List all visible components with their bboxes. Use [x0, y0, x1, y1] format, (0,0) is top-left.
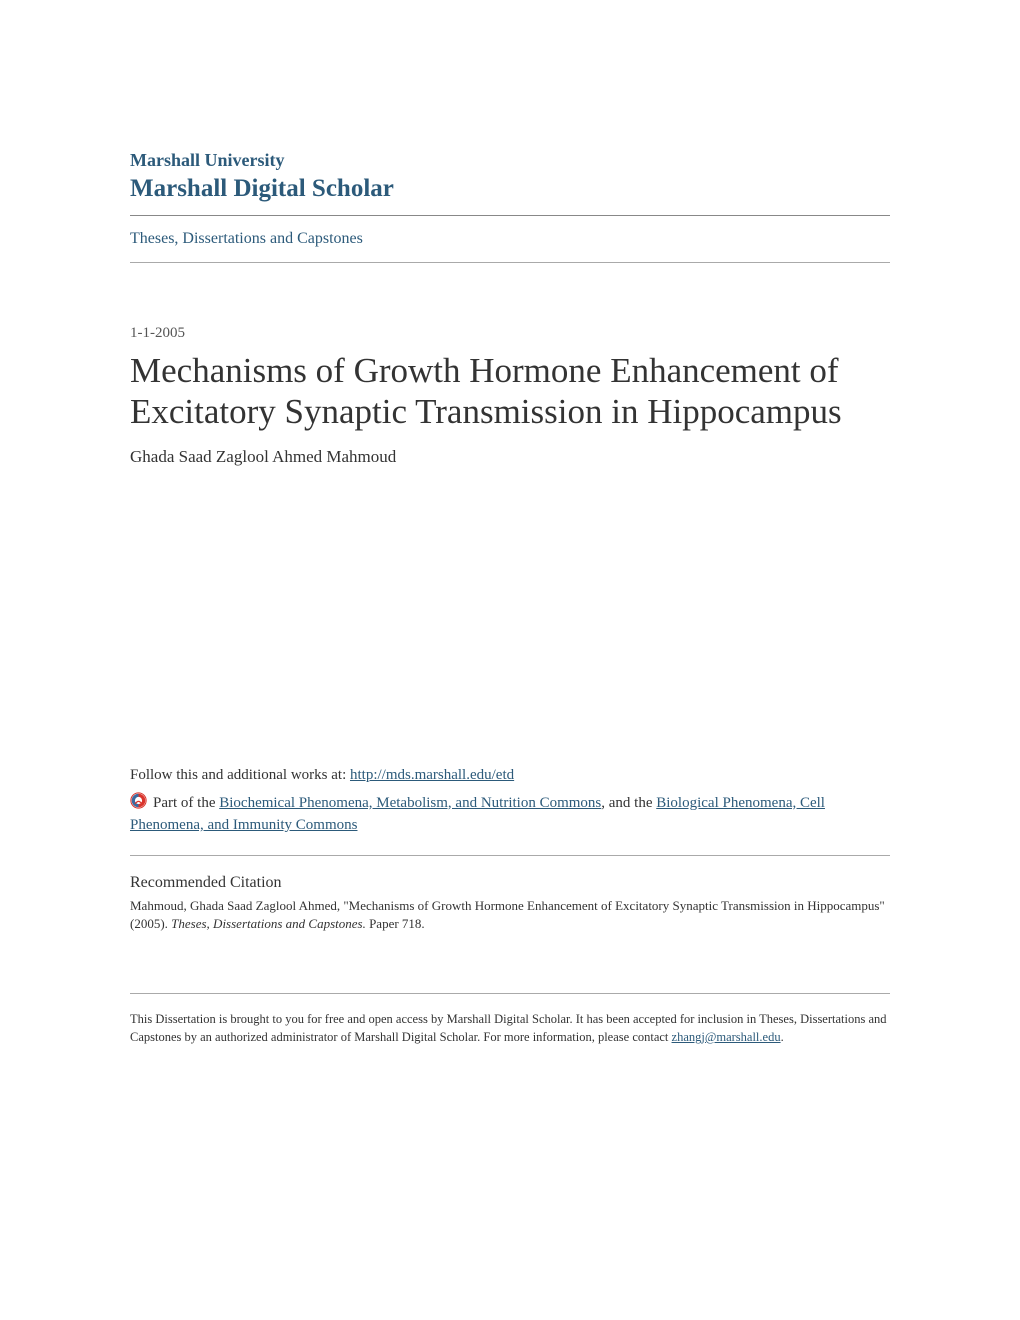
divider-above-citation	[130, 855, 890, 856]
network-commons-icon	[130, 792, 147, 809]
institution-name: Marshall University	[130, 150, 890, 171]
part-of-prefix: Part of the	[153, 795, 219, 811]
repository-name: Marshall Digital Scholar	[130, 175, 890, 203]
cover-page: Marshall University Marshall Digital Sch…	[0, 0, 1020, 1086]
citation-header: Recommended Citation	[130, 874, 890, 892]
footer-email-link[interactable]: zhangj@marshall.edu	[672, 1030, 781, 1044]
part-of-line: Part of the Biochemical Phenomena, Metab…	[130, 792, 890, 837]
citation-text: Mahmoud, Ghada Saad Zaglool Ahmed, "Mech…	[130, 897, 890, 933]
divider-footer	[130, 993, 890, 994]
follow-url-link[interactable]: http://mds.marshall.edu/etd	[350, 767, 514, 783]
footer-part2: .	[781, 1030, 784, 1044]
commons-joiner: , and the	[601, 795, 656, 811]
paper-title: Mechanisms of Growth Hormone Enhancement…	[130, 350, 890, 433]
follow-works-line: Follow this and additional works at: htt…	[130, 767, 890, 784]
footer-text: This Dissertation is brought to you for …	[130, 1010, 890, 1046]
collection-link[interactable]: Theses, Dissertations and Capstones	[130, 230, 890, 248]
citation-italic: Theses, Dissertations and Capstones.	[171, 916, 366, 931]
commons-link-1[interactable]: Biochemical Phenomena, Metabolism, and N…	[219, 795, 601, 811]
divider-under-collection	[130, 262, 890, 263]
citation-part2: Paper 718.	[366, 916, 425, 931]
author-name: Ghada Saad Zaglool Ahmed Mahmoud	[130, 447, 890, 467]
divider-top	[130, 215, 890, 216]
follow-prefix: Follow this and additional works at:	[130, 767, 350, 783]
publication-date: 1-1-2005	[130, 325, 890, 342]
